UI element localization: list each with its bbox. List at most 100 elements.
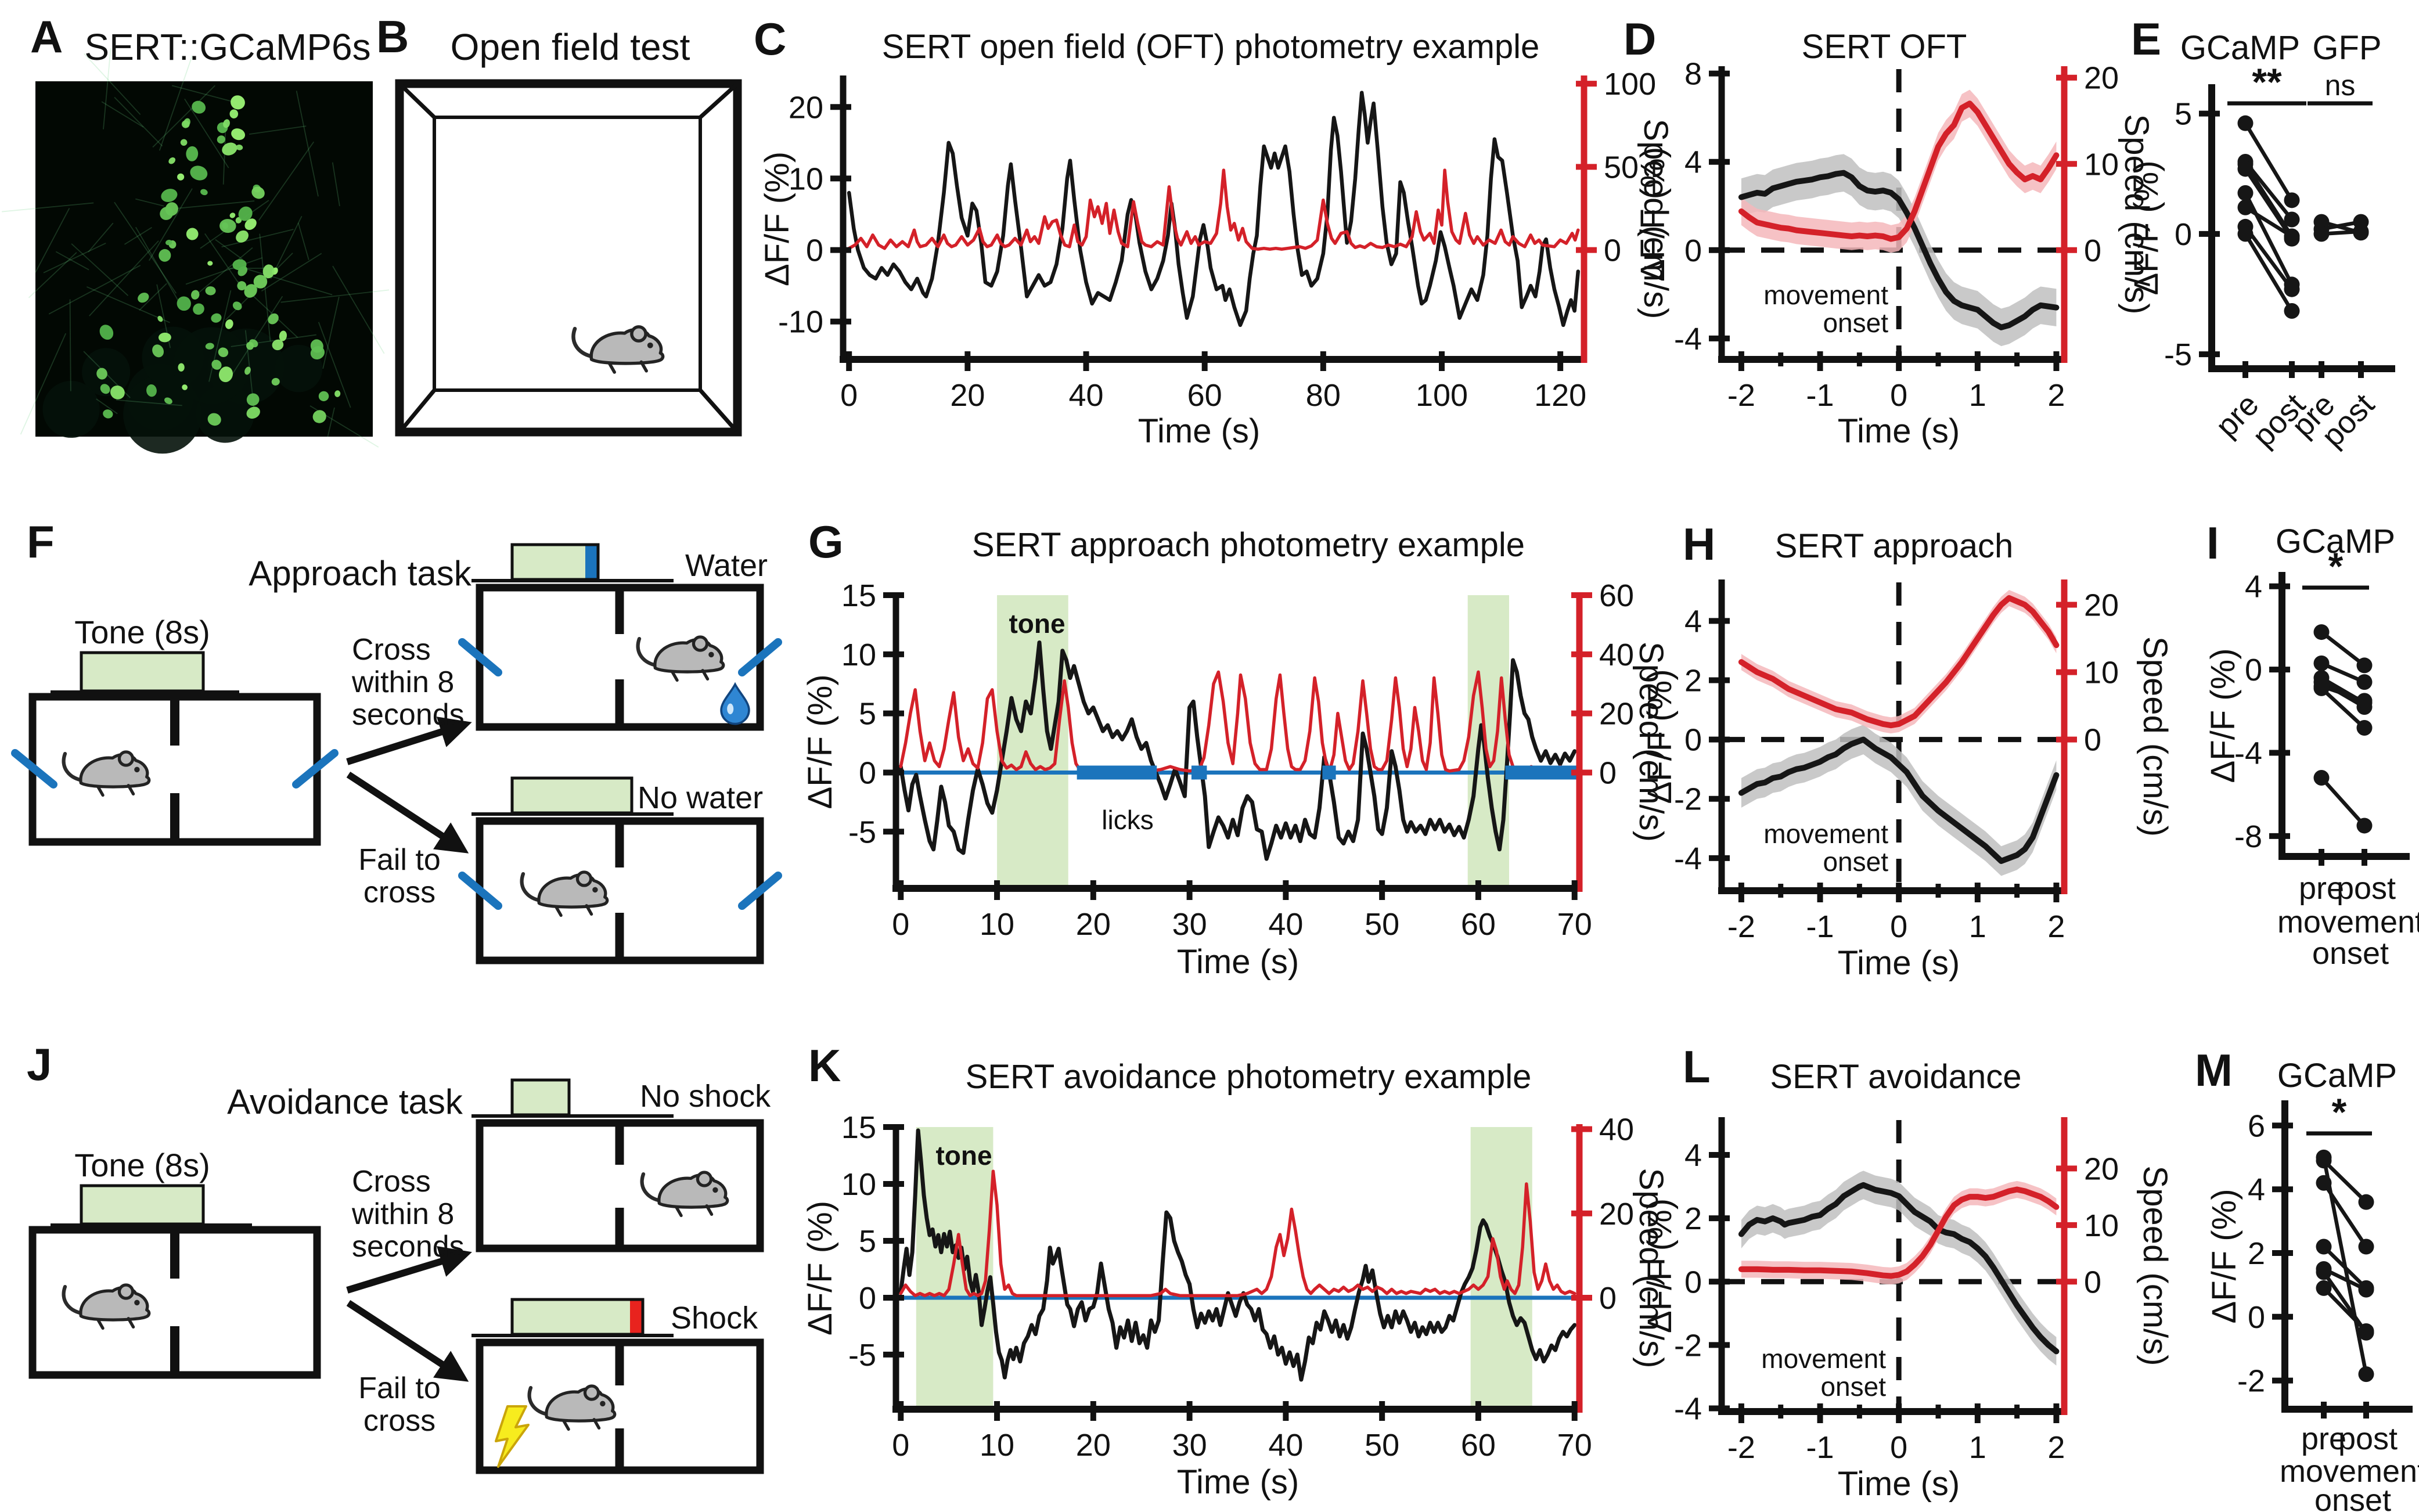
svg-text:Time (s): Time (s) bbox=[1177, 943, 1299, 981]
svg-text:20: 20 bbox=[789, 90, 823, 125]
sem-band bbox=[1741, 1171, 2057, 1366]
svg-text:4: 4 bbox=[1684, 145, 1702, 180]
fail-label-line1: Fail to bbox=[358, 843, 441, 877]
svg-text:50: 50 bbox=[1604, 150, 1639, 185]
svg-text:Speed (cm/s): Speed (cm/s) bbox=[1637, 119, 1675, 319]
svg-text:1: 1 bbox=[1969, 909, 1986, 944]
dff-trace bbox=[1738, 736, 2060, 864]
svg-text:-4: -4 bbox=[1674, 322, 1702, 357]
cross-label-line3: seconds bbox=[352, 1230, 465, 1263]
cross-label-line2: within 8 bbox=[351, 665, 454, 699]
dff-trace bbox=[1738, 1182, 2060, 1355]
svg-text:-4: -4 bbox=[1674, 841, 1702, 876]
tone-block bbox=[80, 651, 205, 693]
svg-text:1: 1 bbox=[1969, 378, 1986, 413]
svg-text:-2: -2 bbox=[1727, 1430, 1755, 1465]
svg-text:*: * bbox=[2332, 1090, 2347, 1133]
svg-text:2: 2 bbox=[2047, 378, 2065, 413]
panel-letter-e: E bbox=[2131, 13, 2162, 64]
svg-text:movement: movement bbox=[2277, 905, 2419, 939]
speed-trace bbox=[1738, 595, 2060, 729]
pre-dot bbox=[2316, 1175, 2332, 1191]
svg-text:0: 0 bbox=[892, 907, 909, 942]
pair-line bbox=[2320, 631, 2366, 667]
svg-text:20: 20 bbox=[2084, 588, 2119, 623]
svg-text:-10: -10 bbox=[778, 305, 823, 340]
pair-line bbox=[2320, 686, 2366, 729]
post-dot bbox=[2358, 1366, 2374, 1383]
svg-text:5: 5 bbox=[859, 697, 876, 732]
svg-text:40: 40 bbox=[1068, 378, 1103, 413]
tone-block-noshock bbox=[510, 1078, 571, 1117]
sem-band bbox=[1741, 589, 2057, 734]
speed-trace bbox=[1738, 1186, 2060, 1279]
svg-text:movement: movement bbox=[1761, 1344, 1886, 1374]
svg-text:-2: -2 bbox=[1674, 782, 1702, 817]
panel-letter-h: H bbox=[1683, 519, 1716, 570]
dff-trace bbox=[847, 91, 1581, 327]
svg-text:0: 0 bbox=[2084, 233, 2101, 268]
svg-text:Speed (cm/s): Speed (cm/s) bbox=[2136, 636, 2174, 837]
panel-letter-k: K bbox=[808, 1040, 841, 1091]
svg-text:0: 0 bbox=[1684, 233, 1702, 268]
post-dot bbox=[2356, 719, 2373, 736]
svg-text:8: 8 bbox=[1684, 57, 1702, 92]
sem-band bbox=[1741, 89, 2057, 253]
svg-text:onset: onset bbox=[1820, 1371, 1886, 1402]
svg-text:20: 20 bbox=[1599, 1197, 1634, 1232]
approach-task-title: Approach task bbox=[249, 554, 472, 593]
pre-dot bbox=[2313, 655, 2330, 671]
dff-trace bbox=[898, 1128, 1577, 1382]
tone-block-nowater bbox=[510, 776, 633, 815]
svg-text:0: 0 bbox=[1890, 909, 1907, 944]
pre-dot bbox=[2316, 1153, 2332, 1169]
svg-text:4: 4 bbox=[1684, 604, 1702, 639]
svg-text:onset: onset bbox=[2312, 936, 2389, 971]
panel-letter-g: G bbox=[808, 516, 844, 567]
pre-dot bbox=[2237, 185, 2254, 201]
svg-text:-4: -4 bbox=[2234, 736, 2262, 771]
pre-dot bbox=[2237, 199, 2254, 215]
svg-text:10: 10 bbox=[2084, 656, 2119, 690]
pre-dot bbox=[2313, 226, 2330, 242]
svg-text:0: 0 bbox=[1604, 233, 1621, 268]
svg-text:20: 20 bbox=[2084, 1151, 2119, 1186]
svg-text:10: 10 bbox=[841, 1167, 876, 1202]
tone-block-water bbox=[512, 545, 585, 579]
water-delivery-stripe bbox=[585, 545, 598, 579]
tone-label: Tone (8s) bbox=[74, 614, 210, 650]
fail-label-line2: cross bbox=[363, 876, 435, 909]
cross-label-line2: within 8 bbox=[351, 1197, 454, 1231]
pre-dot bbox=[2313, 680, 2330, 696]
svg-text:30: 30 bbox=[1172, 907, 1207, 942]
panel-letter-l: L bbox=[1683, 1041, 1711, 1092]
svg-text:-4: -4 bbox=[1674, 1392, 1702, 1427]
svg-text:**: ** bbox=[2252, 60, 2282, 103]
fail-label-line2: cross bbox=[363, 1404, 435, 1438]
svg-text:ΔF/F (%): ΔF/F (%) bbox=[801, 1201, 839, 1335]
post-dot bbox=[2356, 657, 2373, 674]
svg-text:0: 0 bbox=[2248, 1300, 2265, 1335]
svg-text:0: 0 bbox=[1599, 1281, 1617, 1316]
svg-text:2: 2 bbox=[2248, 1236, 2265, 1271]
fail-label-line1: Fail to bbox=[358, 1371, 441, 1405]
svg-text:20: 20 bbox=[1076, 907, 1111, 942]
svg-text:Speed (cm/s): Speed (cm/s) bbox=[2136, 1166, 2174, 1366]
svg-text:*: * bbox=[2328, 545, 2344, 588]
svg-text:0: 0 bbox=[2245, 653, 2262, 687]
pair-line bbox=[2322, 1159, 2368, 1204]
svg-text:post: post bbox=[2337, 871, 2396, 906]
panel-a-title: SERT::GCaMP6s bbox=[84, 26, 371, 68]
svg-text:10: 10 bbox=[980, 907, 1014, 942]
svg-text:15: 15 bbox=[841, 578, 876, 613]
svg-text:70: 70 bbox=[1557, 907, 1592, 942]
svg-text:ΔF/F (%): ΔF/F (%) bbox=[801, 674, 839, 809]
svg-text:10: 10 bbox=[980, 1428, 1014, 1463]
svg-text:-1: -1 bbox=[1806, 909, 1834, 944]
pre-dot bbox=[2316, 1239, 2332, 1255]
